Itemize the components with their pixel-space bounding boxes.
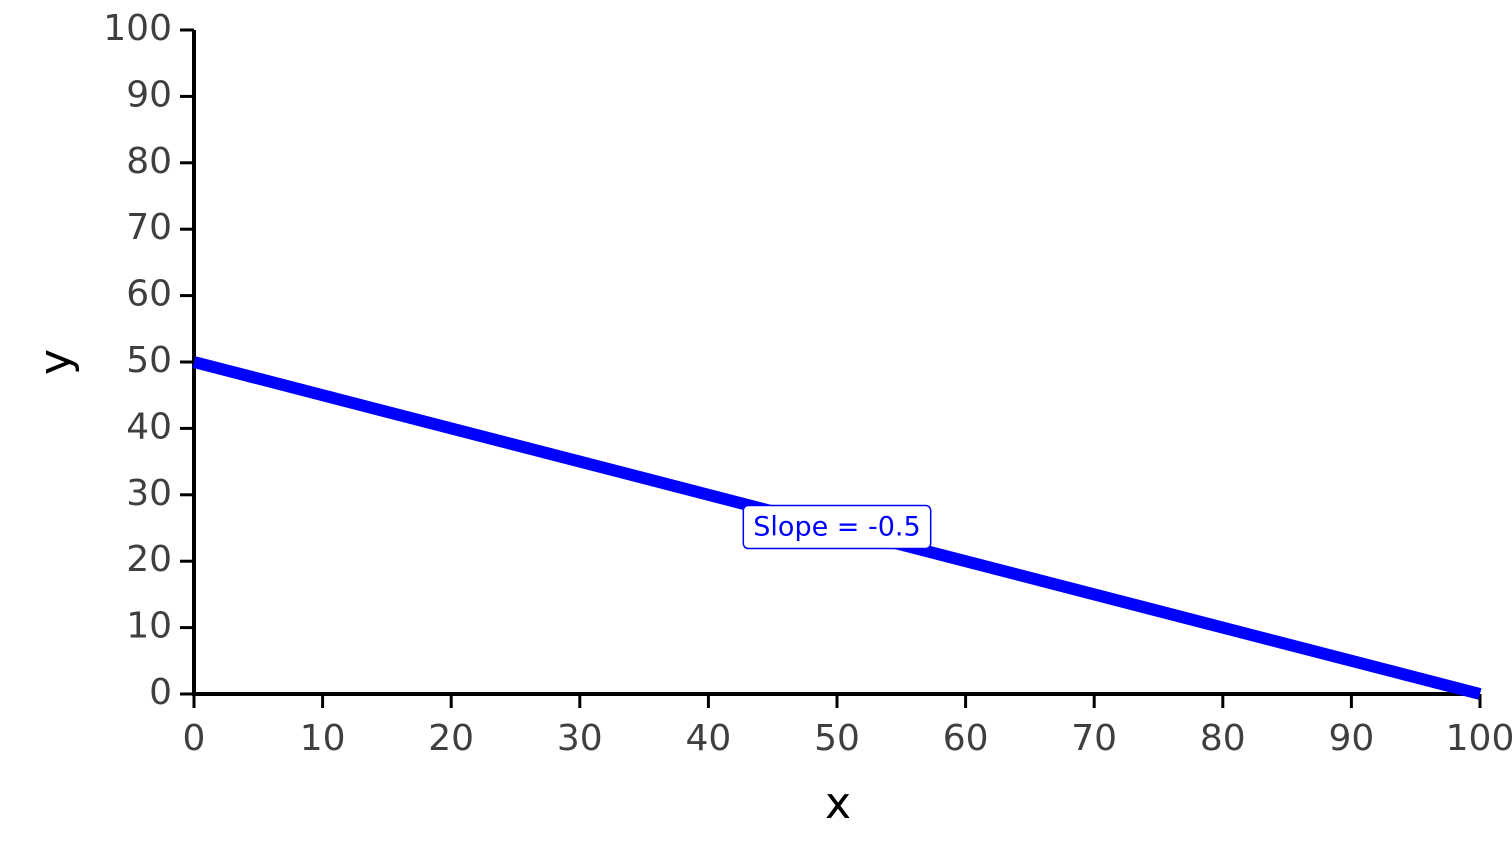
y-tick-label: 70 bbox=[126, 207, 172, 248]
x-tick-label: 50 bbox=[814, 718, 860, 759]
y-tick-label: 100 bbox=[103, 8, 172, 49]
annotation: Slope = -0.5 bbox=[742, 504, 932, 550]
y-tick-label: 60 bbox=[126, 274, 172, 315]
x-tick-label: 20 bbox=[428, 718, 474, 759]
y-tick-label: 90 bbox=[126, 74, 172, 115]
x-tick-label: 40 bbox=[685, 718, 731, 759]
y-tick-label: 40 bbox=[126, 406, 172, 447]
x-tick-label: 100 bbox=[1446, 718, 1512, 759]
x-tick-label: 0 bbox=[183, 718, 206, 759]
y-axis-title: y bbox=[30, 349, 81, 375]
x-tick-label: 90 bbox=[1328, 718, 1374, 759]
y-tick-label: 10 bbox=[126, 606, 172, 647]
x-tick-label: 30 bbox=[557, 718, 603, 759]
y-tick-label: 0 bbox=[149, 672, 172, 713]
x-tick-label: 70 bbox=[1071, 718, 1117, 759]
y-tick-label: 50 bbox=[126, 340, 172, 381]
y-tick-label: 20 bbox=[126, 539, 172, 580]
x-tick-label: 80 bbox=[1200, 718, 1246, 759]
x-tick-label: 60 bbox=[943, 718, 989, 759]
x-tick-label: 10 bbox=[300, 718, 346, 759]
y-tick-label: 80 bbox=[126, 141, 172, 182]
annotation-box bbox=[742, 504, 932, 550]
y-tick-label: 30 bbox=[126, 473, 172, 514]
x-axis-title: x bbox=[825, 778, 851, 829]
annotation-text: Slope = -0.5 bbox=[753, 512, 920, 543]
